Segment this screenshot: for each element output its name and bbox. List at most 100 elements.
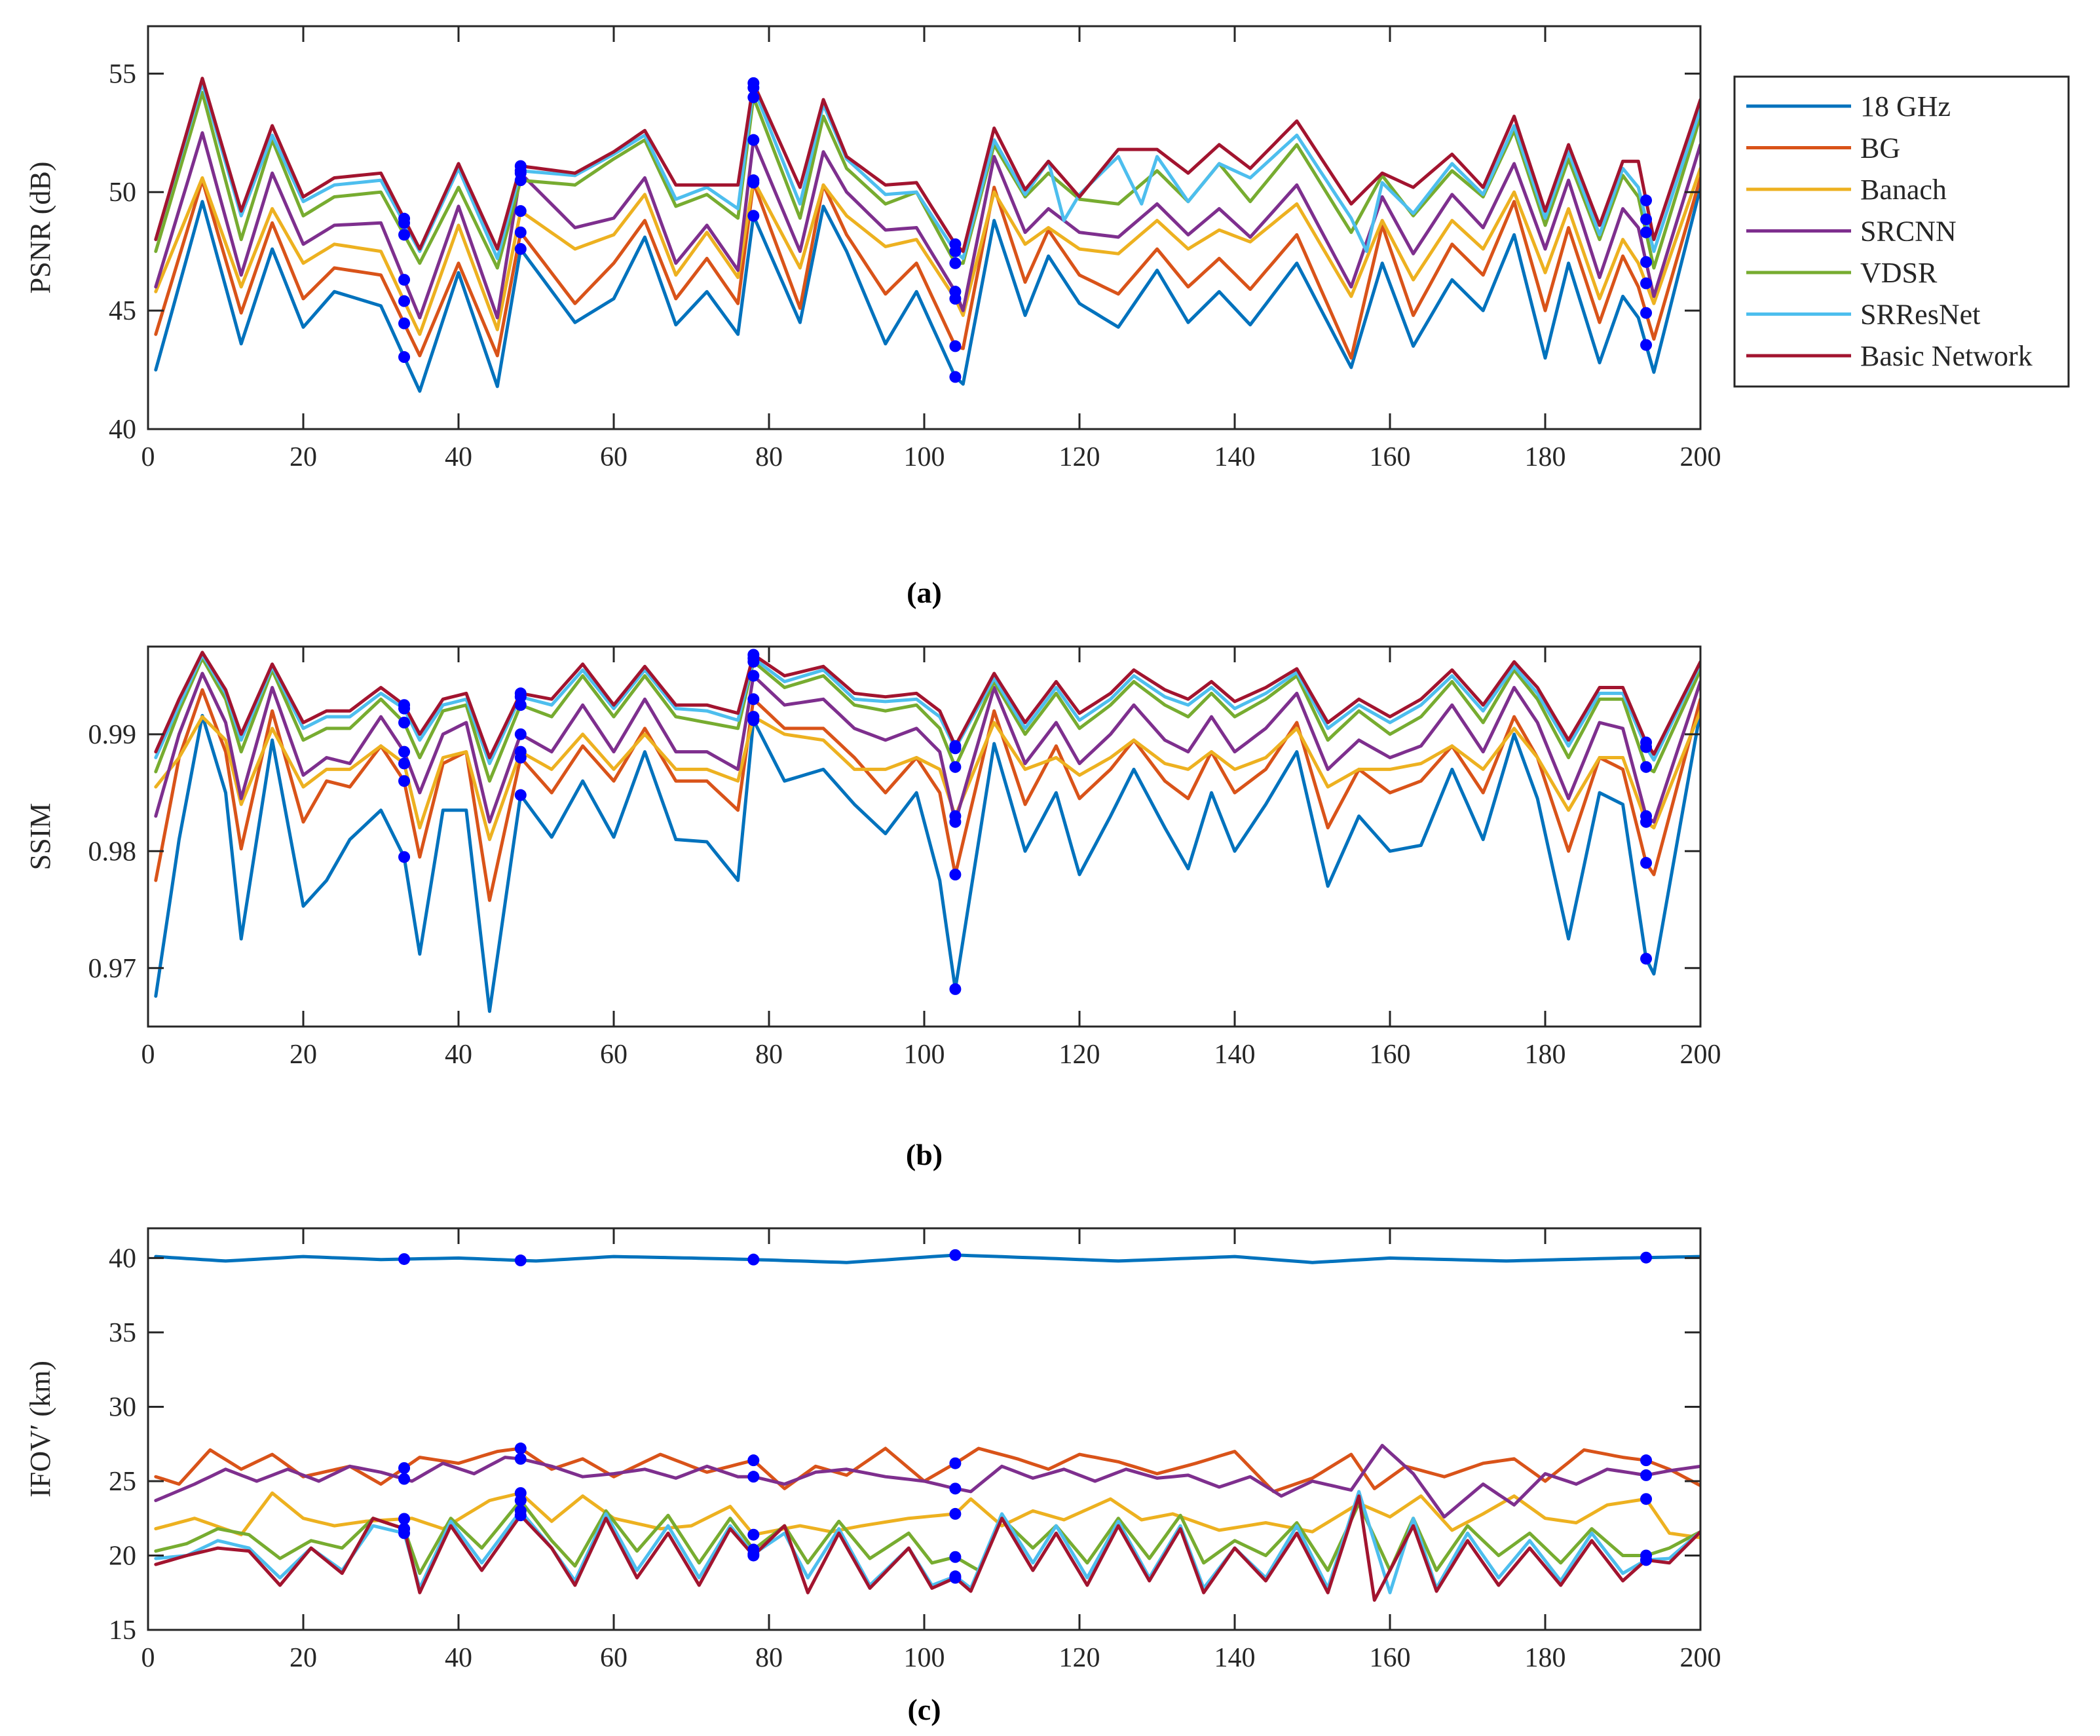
x-tick-label: 80	[755, 1643, 783, 1673]
series-lines	[154, 651, 1700, 1013]
marker-point	[514, 699, 527, 711]
series-line-vdsr	[154, 656, 1700, 783]
series-line-18-ghz	[154, 709, 1700, 1013]
marker-point	[949, 1457, 962, 1469]
marker-point	[747, 711, 760, 723]
marker-point	[747, 1471, 760, 1483]
marker-point	[514, 174, 527, 187]
series-line-banach	[154, 166, 1700, 336]
marker-point	[514, 745, 527, 758]
marker-point	[747, 693, 760, 706]
panel-caption: (c)	[907, 1693, 941, 1726]
marker-point	[514, 160, 527, 172]
marker-point	[398, 317, 411, 330]
x-tick-label: 100	[904, 1643, 945, 1673]
series-line-vdsr	[154, 1499, 1700, 1576]
legend-label-18-ghz: 18 GHz	[1860, 90, 1951, 123]
series-line-18-ghz	[154, 1253, 1700, 1264]
y-axis-label: IFOV′ (km)	[24, 1361, 56, 1498]
x-tick-label: 100	[904, 1040, 945, 1070]
x-tick-label: 100	[904, 442, 945, 472]
marker-point	[1640, 1251, 1653, 1264]
marker-point	[1640, 857, 1653, 869]
x-tick-label: 0	[141, 1643, 155, 1673]
marker-point	[398, 295, 411, 307]
marker-point	[514, 728, 527, 740]
marker-point	[747, 649, 760, 661]
marker-point	[1640, 1493, 1653, 1505]
series-lines	[154, 77, 1700, 393]
marker-point	[949, 740, 962, 752]
x-tick-label: 180	[1525, 1040, 1566, 1070]
x-tick-label: 80	[755, 1040, 783, 1070]
marker-point	[1640, 736, 1653, 749]
panel-a-psnr: 0 20 40 60 80 100 120 140 160 180 200 40 45 50 55 PSNR …	[24, 25, 1721, 609]
x-tick-label: 20	[290, 1040, 317, 1070]
marker-point	[514, 226, 527, 238]
x-tick-label: 120	[1059, 1040, 1100, 1070]
y-tick-label: 15	[109, 1615, 136, 1646]
marker-point	[949, 238, 962, 250]
marker-point	[398, 757, 411, 770]
marker-point	[1640, 339, 1653, 351]
series-line-basic-network	[154, 1494, 1700, 1602]
series-lines	[154, 1253, 1700, 1602]
x-tick-label: 120	[1059, 442, 1100, 472]
marker-point	[398, 1522, 411, 1535]
x-tick-label: 180	[1525, 1643, 1566, 1673]
panel-caption: (a)	[907, 576, 942, 609]
marker-point	[949, 869, 962, 880]
x-tick-label: 140	[1214, 442, 1256, 472]
marker-point	[1640, 761, 1653, 773]
legend-label-banach: Banach	[1860, 174, 1947, 206]
marker-point	[949, 1551, 962, 1563]
marker-point	[747, 1253, 760, 1266]
marker-point	[747, 670, 760, 682]
marker-point	[398, 851, 411, 863]
marker-point	[1640, 226, 1653, 238]
marker-point	[747, 174, 760, 187]
x-tick-label: 20	[290, 442, 317, 472]
marker-point	[1640, 213, 1653, 225]
x-tick-label: 200	[1680, 1040, 1721, 1070]
marker-point	[1640, 810, 1653, 822]
y-tick-label: 0.99	[88, 720, 137, 750]
legend-label-basic-network: Basic Network	[1860, 340, 2033, 372]
x-tick-label: 0	[141, 1040, 155, 1070]
x-tick-label: 160	[1370, 1040, 1411, 1070]
x-tick-label: 40	[445, 442, 472, 472]
marker-point	[514, 243, 527, 255]
marker-point	[398, 1253, 411, 1265]
series-line-banach	[154, 1491, 1700, 1539]
marker-point	[398, 229, 411, 241]
y-tick-label: 45	[109, 296, 136, 326]
y-tick-label: 30	[109, 1392, 136, 1422]
series-line-18-ghz	[154, 185, 1700, 393]
marker-point	[514, 205, 527, 217]
legend: 18 GHz BG Banach SRCNN VDSR SRResNet Basic Net…	[1733, 75, 2070, 388]
marker-point	[747, 1528, 760, 1541]
marker-point	[747, 134, 760, 146]
y-tick-label: 50	[109, 178, 136, 208]
x-tick-label: 200	[1680, 442, 1721, 472]
marker-point	[514, 1509, 527, 1522]
x-tick-label: 160	[1370, 1643, 1411, 1673]
marker-point	[398, 699, 411, 711]
marker-point	[949, 816, 962, 828]
y-tick-label: 40	[109, 1243, 136, 1274]
series-line-bg	[154, 1446, 1700, 1494]
markers	[398, 1249, 1653, 1584]
marker-point	[949, 1572, 962, 1584]
legend-label-srresnet: SRResNet	[1860, 299, 1980, 331]
marker-point	[1640, 1469, 1653, 1481]
y-tick-label: 40	[109, 415, 136, 445]
marker-point	[747, 91, 760, 104]
marker-point	[398, 717, 411, 728]
panel-caption: (b)	[906, 1138, 943, 1171]
marker-point	[1640, 1554, 1653, 1566]
y-tick-label: 0.97	[88, 954, 137, 984]
x-tick-label: 60	[600, 1643, 628, 1673]
marker-point	[1640, 1454, 1653, 1467]
x-tick-label: 140	[1214, 1643, 1256, 1673]
